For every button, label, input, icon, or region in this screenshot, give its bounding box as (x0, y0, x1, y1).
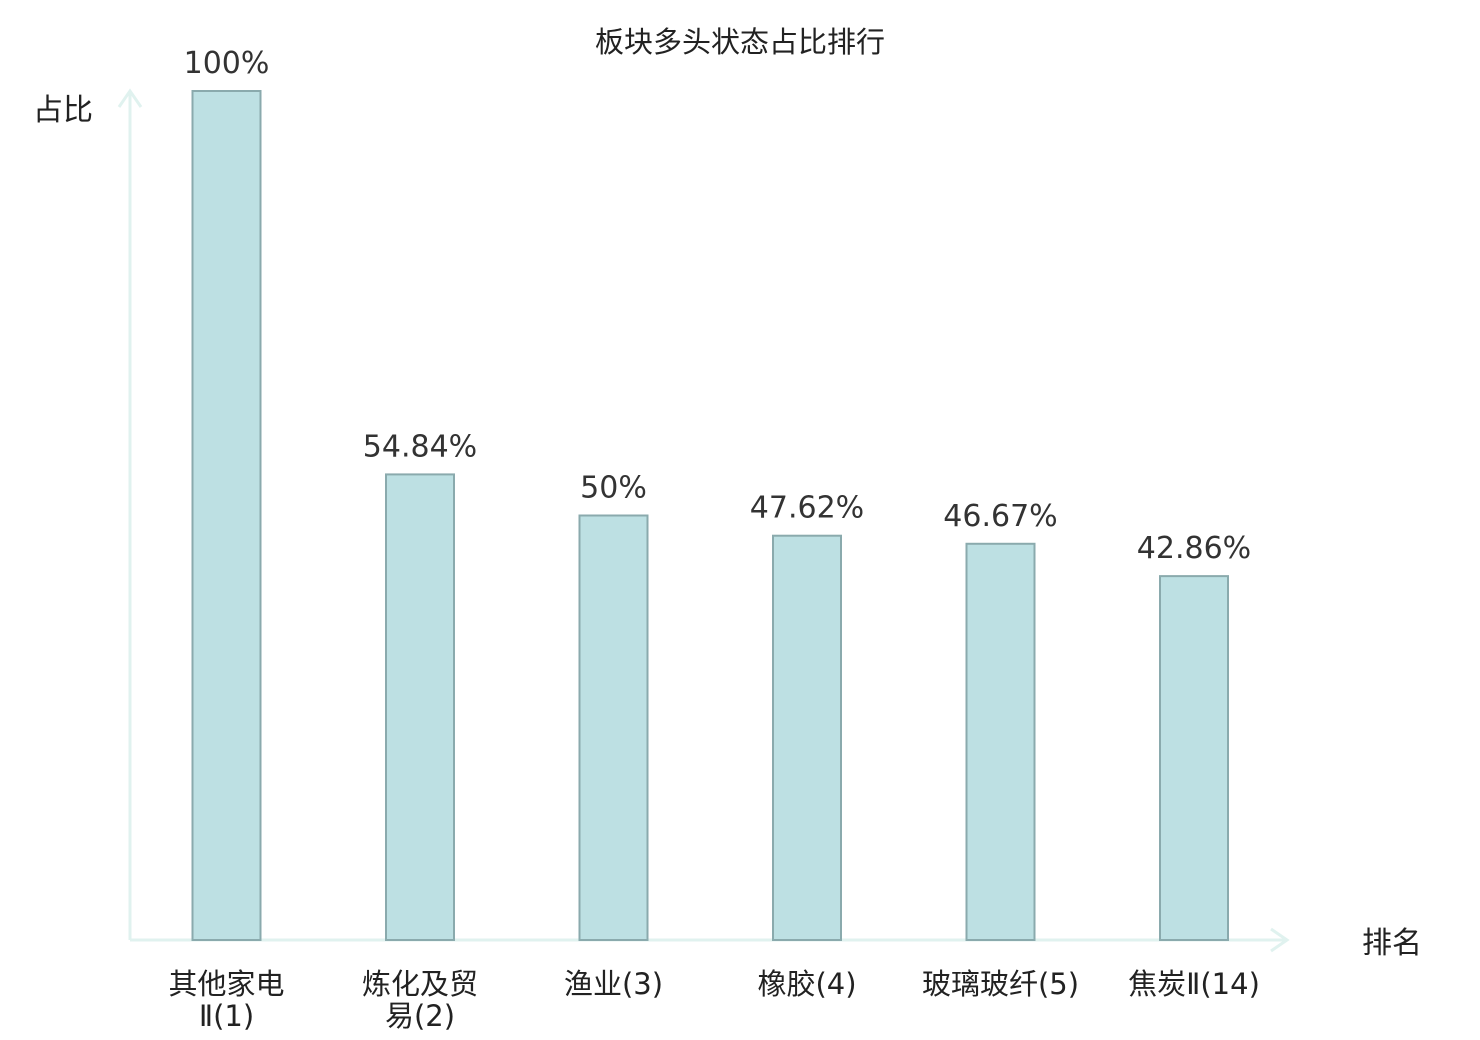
category-label-1: 其他家电 (168, 967, 284, 1001)
bar-6 (1159, 575, 1229, 941)
x-axis-label: 排名 (1362, 926, 1422, 961)
value-label-6: 42.86% (1137, 531, 1251, 566)
chart-title: 板块多头状态占比排行 (595, 25, 885, 59)
value-label-4: 47.62% (750, 491, 864, 526)
category-label-4: 橡胶(4) (757, 967, 856, 1001)
y-axis (117, 88, 143, 940)
category-label-2: 炼化及贸 (362, 967, 478, 1001)
category-label-5: 玻璃玻纤(5) (922, 967, 1079, 1001)
value-label-1: 100% (184, 46, 270, 81)
category-rank-2: 易(2) (385, 999, 455, 1033)
x-axis (130, 927, 1290, 953)
category-label-3: 渔业(3) (564, 967, 663, 1001)
category-rank-1: Ⅱ(1) (199, 999, 254, 1033)
value-label-5: 46.67% (943, 499, 1057, 534)
bar-3 (578, 514, 649, 941)
bars-group (191, 90, 1229, 942)
category-label-6: 焦炭Ⅱ(14) (1128, 967, 1260, 1001)
y-axis-arrow (117, 88, 143, 108)
bar-1 (191, 90, 262, 941)
bar-4 (772, 534, 842, 941)
bar-5 (965, 542, 1036, 942)
x-axis-arrow (1270, 927, 1290, 953)
y-axis-label: 占比 (33, 93, 93, 128)
value-label-3: 50% (580, 471, 647, 506)
value-labels-group: 100% 54.84% 50% 47.62% 46.67% 42.86% (184, 46, 1252, 566)
bar-2 (385, 473, 455, 941)
value-label-2: 54.84% (363, 429, 477, 464)
